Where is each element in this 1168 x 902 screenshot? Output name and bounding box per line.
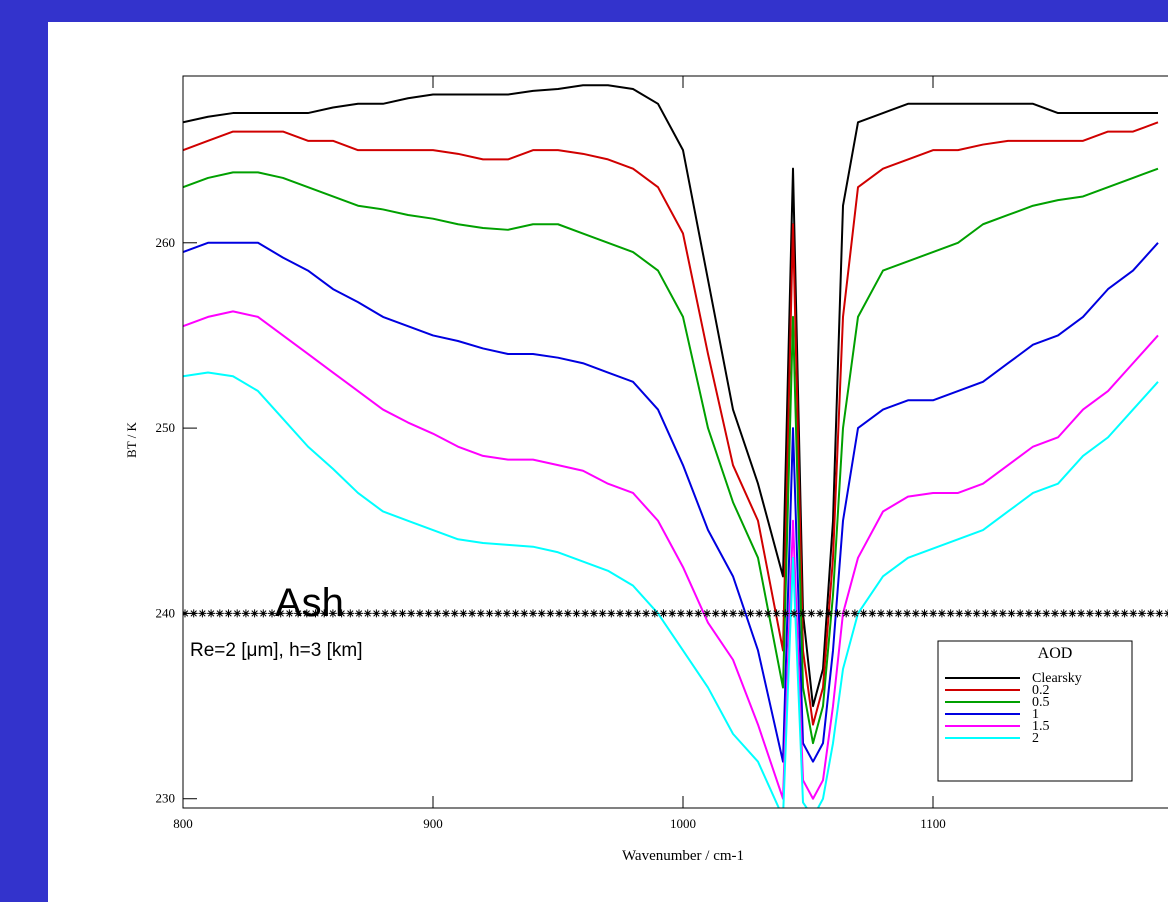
series-line — [183, 167, 1159, 745]
y-tick-label: 260 — [156, 235, 176, 250]
y-tick-label: 240 — [156, 605, 176, 620]
series-line — [183, 84, 1158, 708]
series-line — [183, 310, 1159, 800]
legend-label: 1.5 — [1032, 719, 1050, 734]
legend-title: AOD — [1038, 645, 1073, 662]
x-tick-label: 800 — [173, 816, 193, 831]
annotation: Re=2 [μm], h=3 [km] — [190, 640, 363, 661]
y-tick-label: 230 — [156, 791, 176, 806]
series-line — [183, 371, 1159, 808]
y-tick-label: 250 — [156, 420, 176, 435]
legend-box — [937, 640, 1133, 782]
legend-label: 2 — [1032, 731, 1039, 746]
x-axis-label: Wavenumber / cm-1 — [622, 848, 744, 864]
x-tick-label: 900 — [423, 816, 443, 831]
legend-label: 0.2 — [1032, 683, 1050, 698]
x-tick-label: 1100 — [920, 816, 946, 831]
legend-label: 0.5 — [1032, 695, 1050, 710]
series-line — [183, 241, 1159, 763]
y-axis-label: BT / K — [124, 421, 139, 457]
legend-label: Clearsky — [1032, 671, 1082, 686]
plot: 800900100011001200230240250260 — [156, 75, 1168, 831]
x-tick-label: 1000 — [670, 816, 696, 831]
legend-label: 1 — [1032, 707, 1039, 722]
series-line — [183, 121, 1159, 726]
annotation: Ash — [275, 581, 344, 625]
series-group — [183, 84, 1168, 808]
